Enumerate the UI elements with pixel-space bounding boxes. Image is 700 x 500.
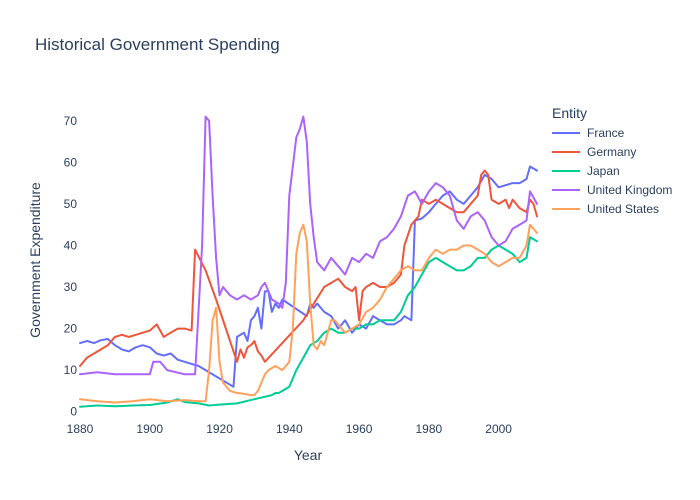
legend: France Germany Japan United Kingdom United S… (552, 126, 672, 216)
legend-item-japan[interactable]: Japan (552, 164, 620, 178)
y-tick-label: 40 (64, 238, 78, 252)
series-lines (79, 115, 538, 408)
y-tick-label: 10 (64, 363, 78, 377)
y-axis-title: Government Expenditure (27, 182, 43, 338)
x-tick-label: 2000 (485, 422, 512, 436)
x-tick-label: 1920 (206, 422, 233, 436)
legend-label: France (587, 126, 625, 140)
plot-area: 1880 1900 1920 1940 1960 1980 2000 0 10 20 30 40 50… (64, 114, 538, 436)
legend-title: Entity (552, 105, 587, 121)
y-tick-label: 50 (64, 197, 78, 211)
series-line-united-states (79, 223, 538, 404)
y-axis-ticks: 0 10 20 30 40 50 60 70 (64, 114, 78, 419)
legend-label: United States (587, 202, 659, 216)
legend-item-united-kingdom[interactable]: United Kingdom (552, 183, 672, 197)
x-tick-label: 1940 (276, 422, 303, 436)
legend-item-germany[interactable]: Germany (552, 145, 636, 159)
legend-item-united-states[interactable]: United States (552, 202, 659, 216)
legend-label: Germany (587, 145, 636, 159)
series-line-japan (79, 236, 538, 408)
y-tick-label: 60 (64, 155, 78, 169)
x-tick-label: 1960 (346, 422, 373, 436)
legend-label: United Kingdom (587, 183, 672, 197)
legend-item-france[interactable]: France (552, 126, 625, 140)
x-tick-label: 1880 (67, 422, 94, 436)
series-line-germany (79, 169, 538, 367)
series-line-france (79, 165, 538, 388)
x-axis-title: Year (294, 447, 323, 463)
y-tick-label: 30 (64, 280, 78, 294)
x-axis-ticks: 1880 1900 1920 1940 1960 1980 2000 (67, 422, 513, 436)
x-tick-label: 1900 (136, 422, 163, 436)
x-tick-label: 1980 (416, 422, 443, 436)
y-tick-label: 70 (64, 114, 78, 128)
chart-title: Historical Government Spending (35, 35, 280, 54)
series-line-united-kingdom (79, 115, 538, 376)
y-tick-label: 20 (64, 322, 78, 336)
y-tick-label: 0 (70, 405, 77, 419)
legend-label: Japan (587, 164, 620, 178)
